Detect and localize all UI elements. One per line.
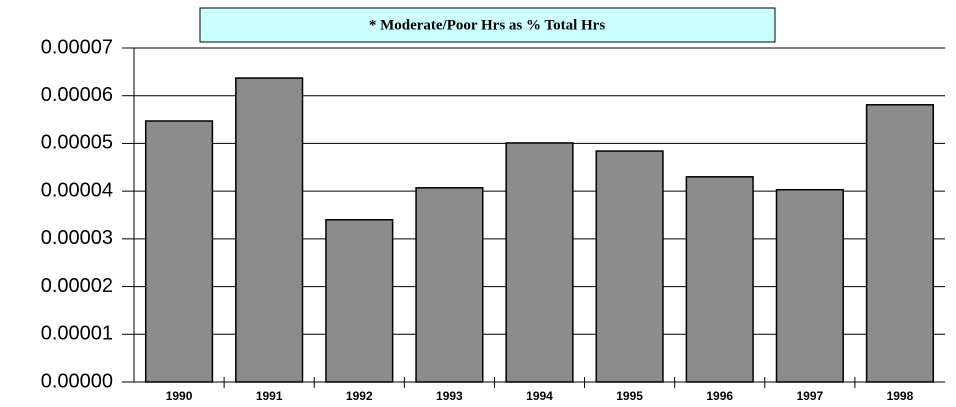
y-tick-label: 0.00003 — [41, 227, 113, 249]
bar — [595, 150, 664, 383]
x-tick-label: 1995 — [616, 389, 643, 403]
bar — [144, 120, 214, 383]
x-tick-label: 1991 — [256, 389, 283, 403]
bar — [685, 176, 754, 383]
x-tick-label: 1992 — [346, 389, 373, 403]
x-tick-label: 1997 — [796, 389, 823, 403]
y-tick-label: 0.00004 — [41, 179, 113, 201]
y-tick-label: 0.00007 — [41, 36, 113, 58]
x-tick-label: 1996 — [706, 389, 733, 403]
x-tick-label: 1990 — [166, 389, 193, 403]
chart-title: * Moderate/Poor Hrs as % Total Hrs — [369, 17, 606, 33]
y-tick-label: 0.00002 — [41, 275, 113, 297]
y-tick-label: 0.00001 — [41, 323, 113, 345]
bar — [865, 104, 935, 383]
x-tick-label: 1993 — [436, 389, 463, 403]
bar — [235, 77, 304, 383]
title-box — [199, 7, 776, 43]
bar — [775, 188, 844, 383]
x-tick-label: 1994 — [526, 389, 553, 403]
bar — [325, 219, 394, 383]
y-tick-label: 0.00000 — [41, 370, 113, 392]
bar — [415, 187, 484, 383]
x-tick-label: 1998 — [887, 389, 914, 403]
bar — [505, 142, 574, 383]
y-tick-label: 0.00005 — [41, 132, 113, 154]
y-tick-label: 0.00006 — [41, 84, 113, 106]
